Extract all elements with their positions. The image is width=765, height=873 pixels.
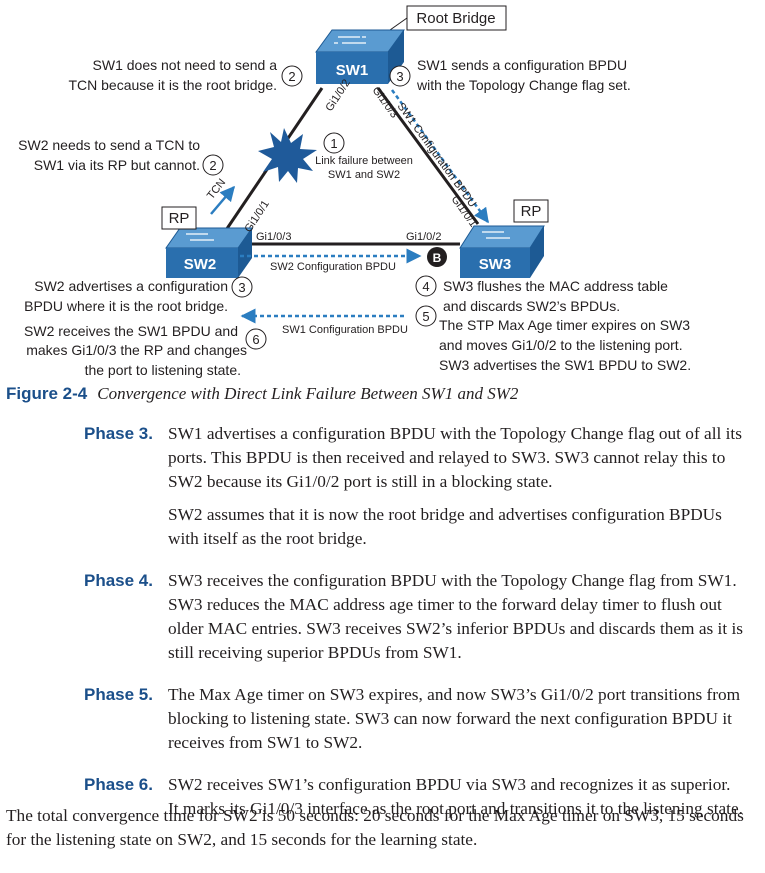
phase-6: Phase 6. SW2 receives SW1’s configuratio… — [84, 773, 744, 830]
callout-3b-line-1: SW2 advertises a configuration — [34, 278, 228, 294]
figure-label: Figure 2-4 — [6, 384, 88, 403]
sw1-label: SW1 — [336, 62, 369, 79]
phase-5-label: Phase 5. — [84, 685, 153, 704]
figure-caption: Figure 2-4 Convergence with Direct Link F… — [6, 384, 756, 404]
sw3-label: SW3 — [479, 256, 512, 273]
callout-5-circle — [415, 305, 437, 327]
figure-caption-text: Convergence with Direct Link Failure Bet… — [97, 384, 519, 403]
callout-4-line-2: and discards SW2’s BPDUs. — [443, 298, 620, 314]
callout-4-circle — [415, 275, 437, 297]
blocked-port-marker-label: B — [433, 251, 442, 265]
sw1-bpdu-arrow-right — [390, 89, 490, 224]
rp-label-sw2: RP — [169, 210, 190, 227]
callout-2b-circle — [202, 154, 224, 176]
callout-6-line-2: makes Gi1/0/3 the RP and changes — [26, 342, 247, 358]
callout-1-num: 1 — [330, 136, 337, 151]
phase-5-paragraph-1: The Max Age timer on SW3 expires, and no… — [168, 685, 741, 752]
callout-2a-circle — [281, 65, 303, 87]
callout-5-num: 5 — [422, 309, 429, 324]
phase-list: Phase 3. SW1 advertises a configuration … — [84, 422, 744, 839]
phase-6-paragraph-1: SW2 receives SW1’s configuration BPDU vi… — [168, 775, 743, 818]
phase-4-paragraph-1: SW3 receives the configuration BPDU with… — [168, 571, 743, 662]
port-sw3-gi102: Gi1/0/2 — [406, 231, 441, 243]
callout-2b-line-2: SW1 via its RP but cannot. — [34, 157, 200, 173]
callout-6-line-1: SW2 receives the SW1 BPDU and — [24, 323, 238, 339]
tcn-arrow — [210, 185, 235, 215]
root-bridge-box — [406, 5, 507, 31]
callout-4-num: 4 — [422, 279, 429, 294]
phase-3: Phase 3. SW1 advertises a configuration … — [84, 422, 744, 560]
callout-1-circle — [323, 132, 345, 154]
callout-3b-num: 3 — [238, 280, 245, 295]
rp-box-sw2 — [161, 206, 197, 230]
port-sw1-gi103: Gi1/0/3 — [370, 85, 401, 121]
phase-4: Phase 4. SW3 receives the configuration … — [84, 569, 744, 674]
rp-box-sw3 — [513, 199, 549, 223]
callout-6-num: 6 — [252, 332, 259, 347]
link-sw1-sw3 — [376, 87, 480, 225]
sw2-bpdu-label: SW2 Configuration BPDU — [270, 261, 396, 273]
sw1-bpdu-label-bottom: SW1 Configuration BPDU — [282, 324, 408, 336]
callout-6-line-3: the port to listening state. — [85, 362, 241, 378]
phase-6-label: Phase 6. — [84, 775, 153, 794]
callout-3b-circle — [231, 276, 253, 298]
convergence-diagram: Root Bridge SW1 SW2 SW3 RP RP Gi1/0/2 Gi… — [18, 5, 691, 378]
sw2-label: SW2 — [184, 256, 217, 273]
switch-sw2-icon — [165, 227, 253, 278]
callout-5-line-2: and moves Gi1/0/2 to the listening port. — [439, 337, 683, 353]
phase-5: Phase 5. The Max Age timer on SW3 expire… — [84, 683, 744, 764]
callout-4-line-1: SW3 flushes the MAC address table — [443, 278, 668, 294]
blocked-port-marker-icon — [427, 247, 447, 267]
phase-4-label: Phase 4. — [84, 571, 153, 590]
callout-5-line-3: SW3 advertises the SW1 BPDU to SW2. — [439, 357, 691, 373]
rp-label-sw3: RP — [521, 203, 542, 220]
callout-2b-line-1: SW2 needs to send a TCN to — [18, 137, 200, 153]
phase-3-label: Phase 3. — [84, 424, 153, 443]
callout-3a-circle — [389, 65, 411, 87]
callout-2a-num: 2 — [288, 69, 295, 84]
port-sw2-gi101: Gi1/0/1 — [242, 198, 271, 234]
port-sw2-gi103: Gi1/0/3 — [256, 231, 291, 243]
phase-3-paragraph-1: SW1 advertises a configuration BPDU with… — [168, 424, 742, 491]
link-failure-line-1: Link failure between — [315, 155, 413, 167]
link-failure-burst-icon — [258, 128, 317, 183]
link-failure-line-2: SW1 and SW2 — [328, 169, 400, 181]
callout-3a-line-1: SW1 sends a configuration BPDU — [417, 57, 627, 73]
callout-3a-num: 3 — [396, 69, 403, 84]
callout-3a-line-2: with the Topology Change flag set. — [416, 77, 631, 93]
callout-2a-line-1: SW1 does not need to send a — [93, 57, 278, 73]
callout-6-circle — [245, 328, 267, 350]
root-bridge-label: Root Bridge — [416, 10, 495, 27]
phase-3-paragraph-2: SW2 assumes that it is now the root brid… — [168, 505, 722, 548]
callout-5-line-1: The STP Max Age timer expires on SW3 — [439, 317, 690, 333]
switch-sw3-icon — [459, 225, 545, 278]
root-bridge-leader — [389, 17, 408, 31]
callout-2a-line-2: TCN because it is the root bridge. — [68, 77, 277, 93]
callout-3b-line-2: BPDU where it is the root bridge. — [24, 298, 228, 314]
callout-2b-num: 2 — [209, 158, 216, 173]
convergence-summary: The total convergence time for SW2 is 50… — [6, 806, 744, 849]
